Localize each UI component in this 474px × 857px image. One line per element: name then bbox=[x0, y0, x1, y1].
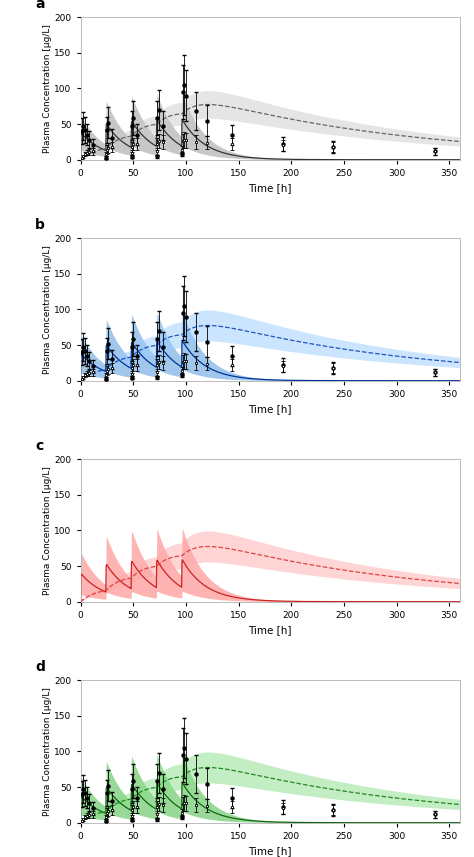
Text: d: d bbox=[35, 661, 45, 674]
Y-axis label: Plasma Concentration [µg/L]: Plasma Concentration [µg/L] bbox=[43, 466, 52, 595]
X-axis label: Time [h]: Time [h] bbox=[248, 847, 292, 856]
Y-axis label: Plasma Concentration [µg/L]: Plasma Concentration [µg/L] bbox=[43, 24, 52, 153]
Text: c: c bbox=[35, 440, 43, 453]
Y-axis label: Plasma Concentration [µg/L]: Plasma Concentration [µg/L] bbox=[43, 687, 52, 816]
X-axis label: Time [h]: Time [h] bbox=[248, 626, 292, 635]
Y-axis label: Plasma Concentration [µg/L]: Plasma Concentration [µg/L] bbox=[43, 245, 52, 374]
X-axis label: Time [h]: Time [h] bbox=[248, 183, 292, 194]
X-axis label: Time [h]: Time [h] bbox=[248, 405, 292, 414]
Text: b: b bbox=[35, 219, 45, 232]
Text: a: a bbox=[35, 0, 45, 11]
